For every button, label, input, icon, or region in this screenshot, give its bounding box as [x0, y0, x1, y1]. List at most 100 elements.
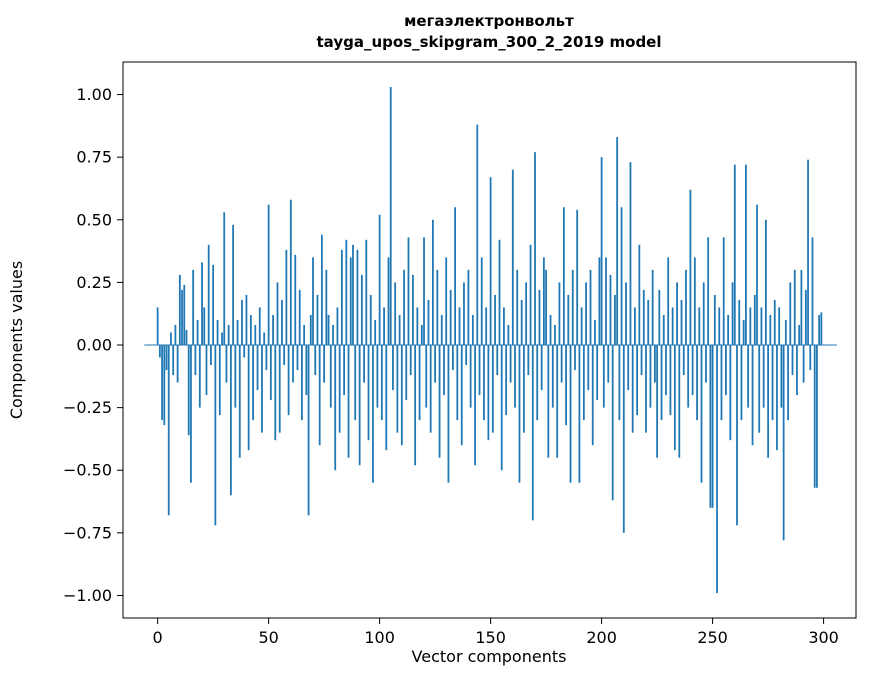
bar [614, 294, 616, 346]
bar [434, 345, 437, 383]
bar [556, 345, 559, 458]
bar [376, 345, 379, 408]
bar [174, 324, 177, 346]
bar [156, 307, 159, 346]
bar [536, 345, 539, 421]
y-tick-label: 0.00 [76, 336, 112, 355]
bar [516, 269, 519, 346]
bar [436, 269, 439, 346]
bar [243, 345, 246, 358]
bar [594, 319, 596, 346]
bar [551, 345, 554, 408]
bar [474, 345, 476, 466]
bar [540, 345, 543, 391]
bar [298, 289, 301, 346]
bar [569, 345, 572, 483]
bar [334, 345, 337, 471]
bar [764, 219, 767, 346]
bar [600, 157, 603, 346]
bar [751, 345, 754, 446]
y-tick-label: 0.25 [76, 273, 112, 292]
x-tick-label: 250 [697, 628, 728, 647]
bar [256, 345, 259, 391]
bar [178, 274, 181, 346]
bar [653, 345, 656, 383]
bar [405, 345, 408, 401]
y-tick-label: −0.75 [63, 523, 112, 542]
x-tick-label: 300 [808, 628, 839, 647]
chart-title: мегаэлектронвольт [404, 12, 574, 30]
bar [205, 345, 208, 396]
bar [378, 214, 381, 345]
bar [609, 274, 612, 346]
bar [403, 269, 405, 346]
bar [718, 307, 721, 346]
bar [445, 257, 448, 346]
bar [314, 345, 317, 376]
bar [223, 212, 226, 346]
bar [589, 269, 592, 346]
bar [709, 345, 712, 508]
bar [811, 237, 814, 346]
bar [312, 257, 314, 346]
bar [340, 249, 343, 346]
bar [432, 219, 434, 346]
bar [602, 345, 605, 408]
x-tick-label: 200 [586, 628, 617, 647]
bar [451, 345, 454, 371]
bar [813, 345, 816, 488]
bar [352, 244, 354, 346]
bar [547, 345, 550, 458]
bar [227, 324, 230, 346]
bar [252, 345, 254, 421]
x-tick-label: 100 [364, 628, 395, 647]
bar [804, 289, 807, 346]
bar [620, 207, 623, 346]
bar [214, 345, 217, 526]
bar [232, 224, 234, 346]
bar [662, 314, 665, 345]
bar [691, 345, 694, 396]
axes-frame [122, 61, 857, 619]
bar [230, 345, 232, 496]
bar [778, 307, 781, 346]
bar [791, 345, 794, 376]
bar [787, 345, 789, 421]
bar [225, 345, 228, 383]
bar [294, 254, 297, 346]
bar [767, 345, 769, 458]
bar [485, 307, 488, 346]
bar [733, 164, 736, 345]
bar [505, 345, 508, 416]
bar [234, 345, 237, 408]
bar [216, 319, 219, 346]
bar [807, 159, 809, 346]
bar [618, 345, 621, 421]
bar [534, 152, 536, 346]
bar [389, 87, 392, 346]
bar [545, 269, 547, 346]
bar [784, 319, 787, 346]
bar [809, 345, 812, 371]
bar [707, 237, 710, 346]
y-axis-label: Components values [7, 261, 26, 419]
bar [676, 282, 678, 346]
bar [321, 234, 323, 346]
bar [416, 307, 419, 346]
bar [349, 257, 352, 346]
bar [365, 239, 368, 346]
bar [438, 345, 441, 458]
bar [745, 164, 747, 345]
bar [476, 124, 479, 346]
bar [463, 282, 465, 346]
bar [278, 345, 281, 433]
bar [269, 345, 272, 401]
bar [780, 345, 783, 408]
bar [549, 314, 552, 345]
bar [685, 269, 687, 346]
bar [629, 162, 632, 346]
bar [496, 345, 499, 376]
bar [580, 307, 583, 346]
bar [802, 345, 805, 383]
